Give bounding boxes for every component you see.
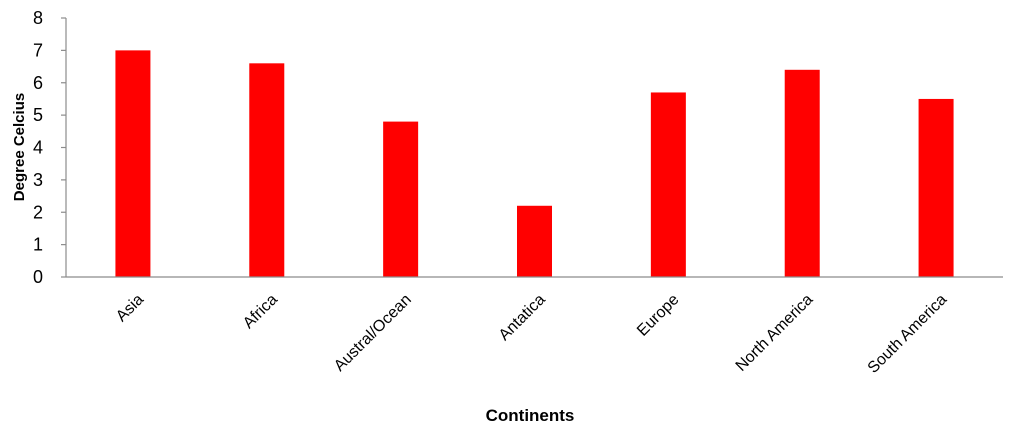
y-tick-label: 8 [33, 8, 43, 28]
bar-south-america [918, 98, 954, 277]
x-tick-label: North America [733, 291, 817, 375]
x-tick-label: Asia [113, 291, 147, 325]
x-axis-title: Continents [486, 406, 575, 425]
y-axis-title: Degree Celcius [11, 93, 28, 201]
y-tick-label: 1 [33, 235, 43, 255]
x-tick-label: Europe [634, 291, 683, 340]
y-tick-label: 7 [33, 40, 43, 60]
y-tick-label: 2 [33, 202, 43, 222]
x-tick-labels-group: Asia Africa Austral/Ocean Antatica Europe Nor… [113, 291, 950, 377]
x-tick-label: Africa [240, 291, 281, 332]
y-ticks-group: 0 1 2 3 4 5 6 7 8 [33, 8, 66, 287]
bar-north-america [784, 69, 820, 277]
x-tick-label: Austral/Ocean [331, 291, 415, 375]
y-tick-label: 3 [33, 170, 43, 190]
bars-group [115, 50, 954, 278]
y-tick-label: 4 [33, 138, 43, 158]
bar-europe [650, 92, 686, 278]
bar-africa [249, 63, 285, 278]
x-tick-label: Antatica [496, 291, 549, 344]
x-tick-label: South America [865, 291, 951, 377]
y-tick-label: 6 [33, 73, 43, 93]
bar-asia [115, 50, 151, 277]
y-tick-label: 0 [33, 267, 43, 287]
bar-austral-ocean [383, 121, 419, 277]
y-tick-label: 5 [33, 105, 43, 125]
bar-antatica [517, 205, 552, 277]
